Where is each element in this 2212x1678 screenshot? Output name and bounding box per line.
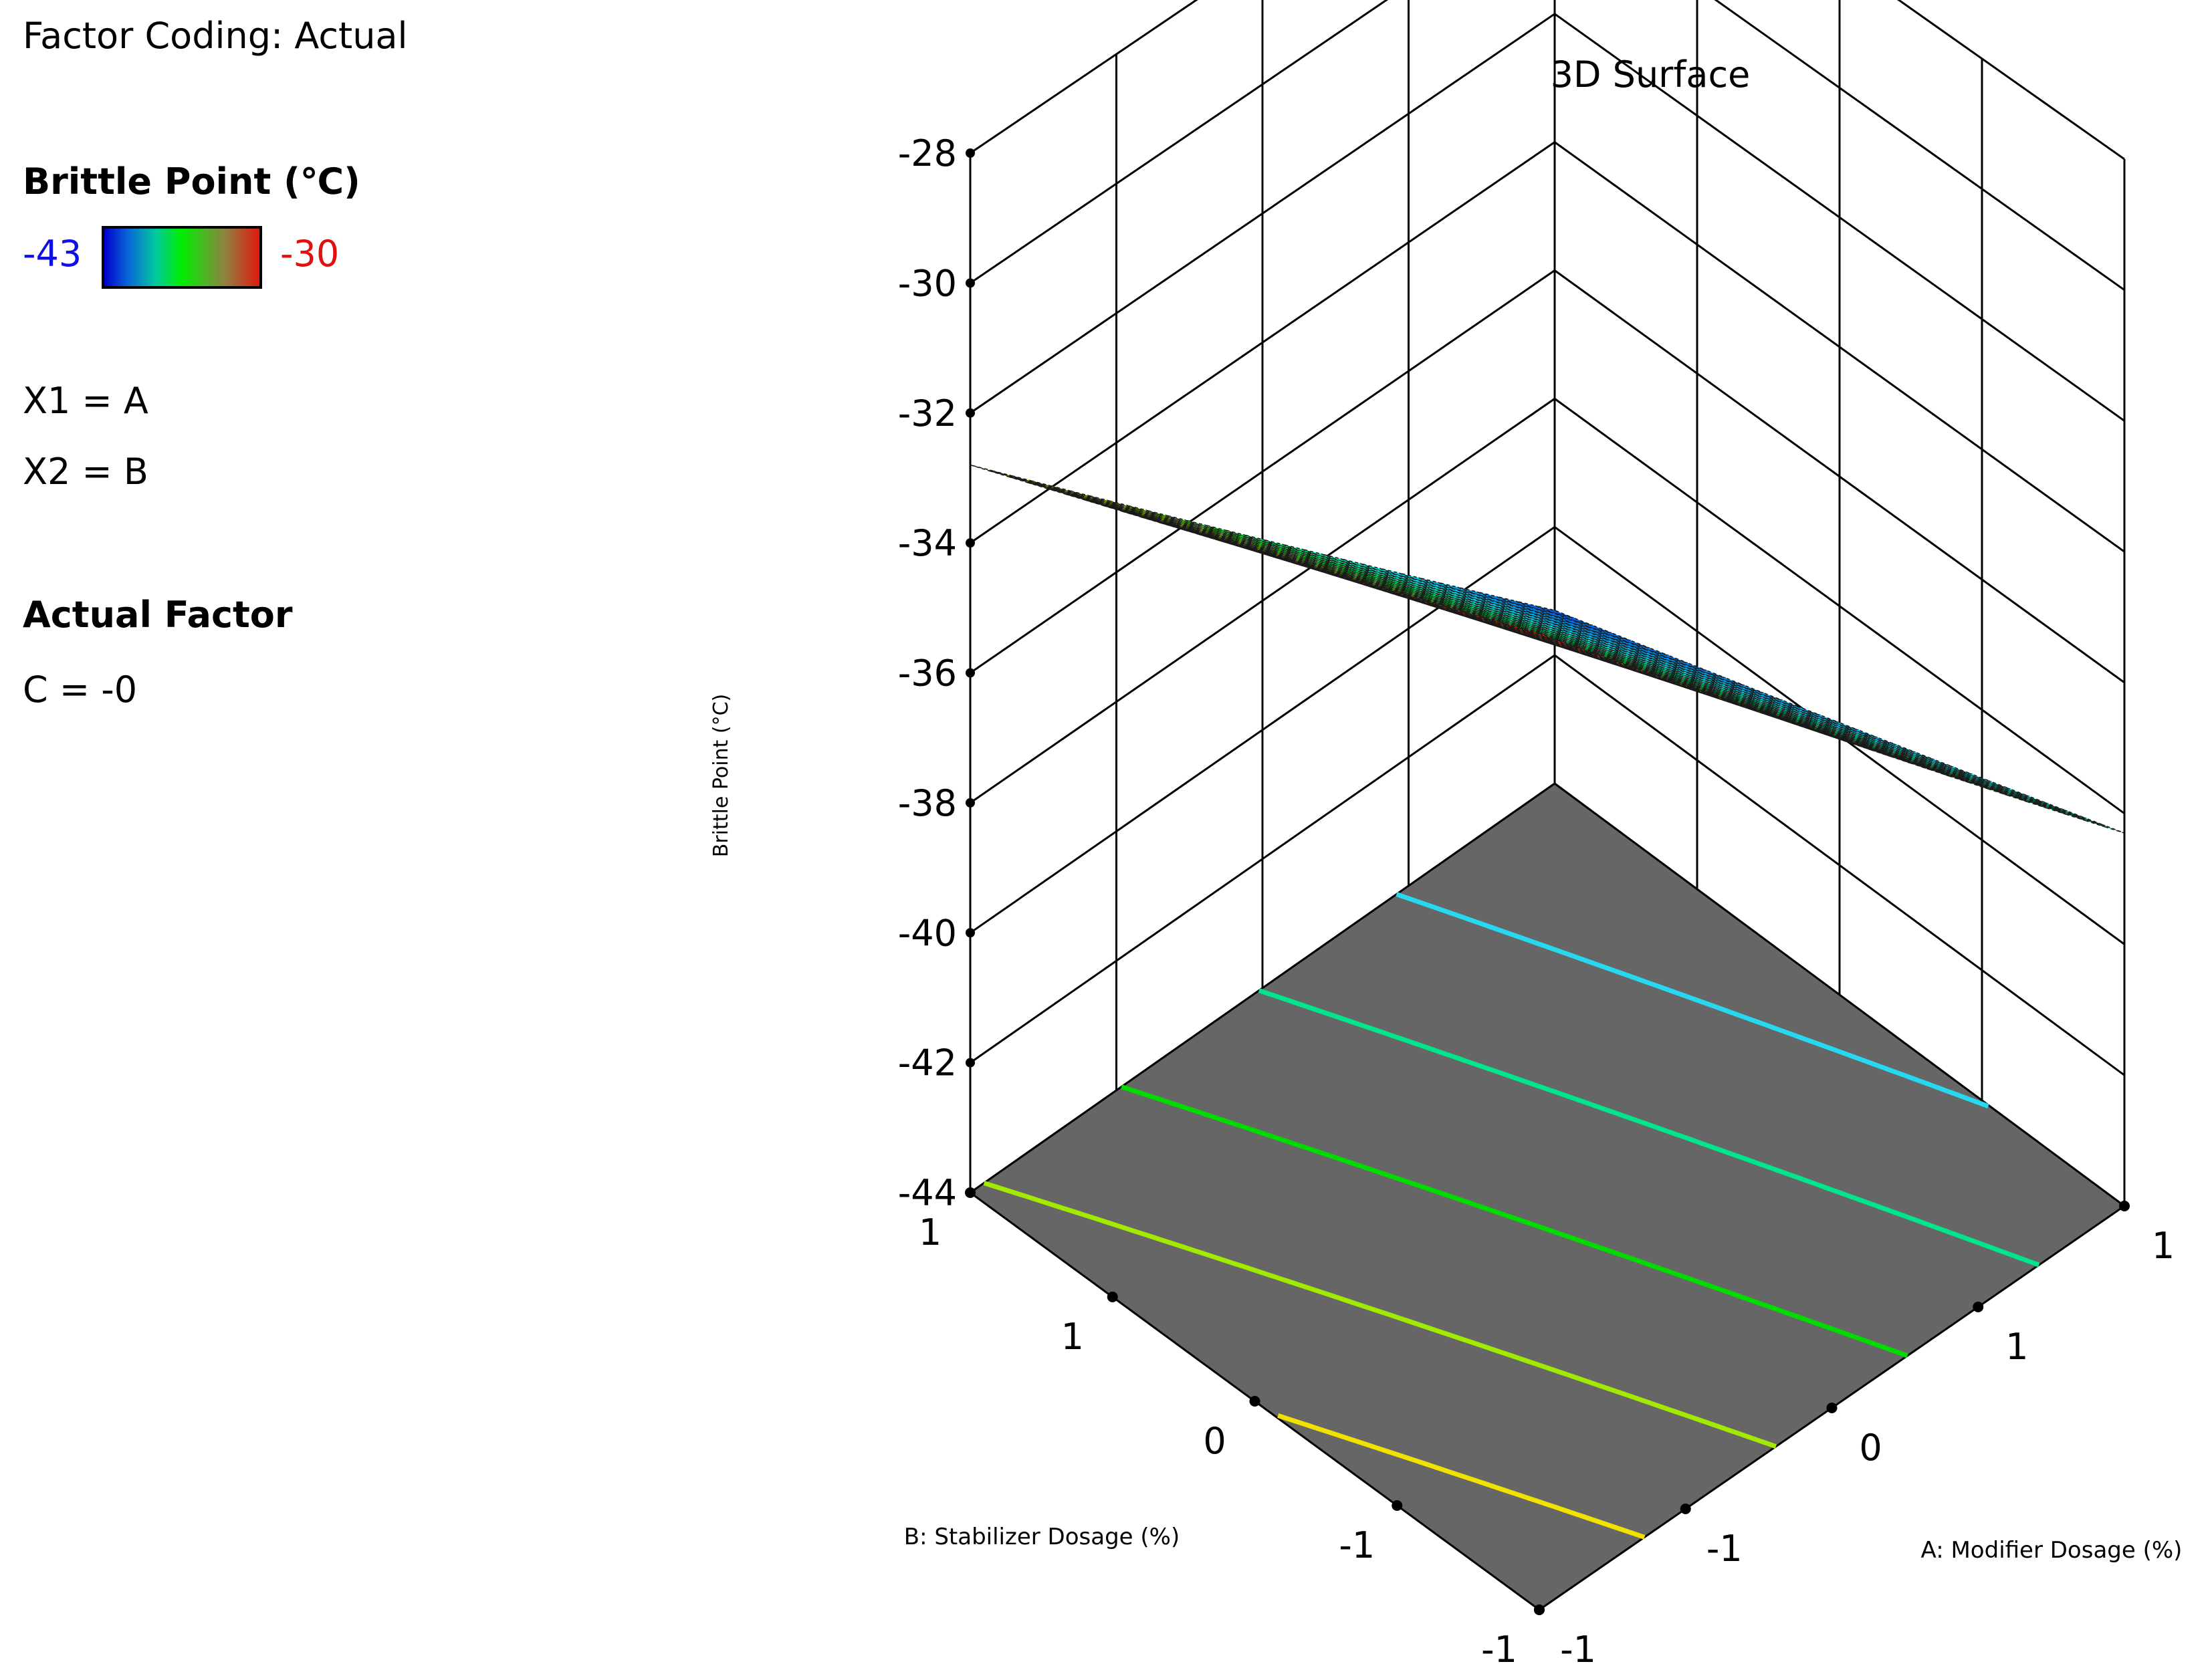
x2-mapping: X2 = B: [23, 451, 148, 493]
floor-contours: [983, 892, 2040, 1540]
contour-line: [1258, 988, 2040, 1268]
z-tick-label: -36: [898, 652, 957, 695]
surface-cell: [1378, 570, 1418, 583]
a-tick-mark: [1973, 1302, 1984, 1312]
contour-line: [983, 1181, 1777, 1449]
axis-labels: -28 -30 -32 -34 -36 -38 -40 -42 -44 -1 -1 0 1 1 -1 -1 0 1…: [709, 53, 2182, 1671]
z-tick-label: -30: [898, 262, 957, 304]
z-tick-mark: [966, 1058, 975, 1068]
b-tick-label: 0: [1203, 1420, 1226, 1462]
wall-gridline-horizontal: [970, 140, 2125, 553]
a-axis-title: A: Modifier Dosage (%): [1921, 1537, 2183, 1564]
z-tick-label: -34: [898, 522, 957, 564]
z-axis-title: Brittle Point (°C): [709, 694, 733, 857]
surface-cell: [1630, 642, 1669, 656]
axis-frame: [965, 148, 2130, 1615]
chart-title: 3D Surface: [1551, 53, 1751, 96]
surface-cell: [1520, 628, 1559, 642]
actual-factor-heading: Actual Factor: [23, 594, 293, 636]
surface-cell: [2048, 804, 2087, 820]
surface-cell: [2009, 791, 2048, 806]
a-tick-label: -1: [1560, 1629, 1596, 1671]
a-tick-label: 0: [1859, 1427, 1882, 1469]
surface-cell: [2066, 812, 2106, 826]
z-tick-label: -32: [898, 392, 957, 435]
surface-cell: [2046, 806, 2086, 822]
z-tick-label: -38: [898, 782, 957, 824]
surface-cell: [1436, 586, 1476, 600]
surface-cell: [1989, 785, 2029, 800]
surface-cell: [1534, 610, 1573, 624]
b-tick-label: -1: [1339, 1524, 1375, 1566]
surface-cell: [1495, 598, 1535, 612]
b-tick-mark: [1534, 1604, 1545, 1615]
a-tick-label: -1: [1706, 1528, 1743, 1570]
x1-mapping: X1 = A: [23, 380, 148, 422]
z-tick-label: -42: [898, 1042, 957, 1084]
wall-gridline-horizontal: [970, 12, 2125, 422]
response-title: Brittle Point (℃): [23, 160, 360, 203]
z-tick-mark: [966, 928, 975, 938]
b-tick-mark: [965, 1187, 976, 1198]
surface-cell: [1495, 603, 1534, 617]
surface-cell: [2086, 819, 2125, 834]
b-axis-title: B: Stabilizer Dosage (%): [904, 1524, 1180, 1550]
z-tick-mark: [966, 278, 975, 288]
surface-cell: [2066, 812, 2106, 828]
wall-gridline-horizontal: [970, 0, 2125, 291]
contour-line: [1121, 1084, 1908, 1358]
z-tick-label: -40: [898, 912, 957, 954]
a-tick-mark: [1680, 1504, 1691, 1514]
a-tick-label: 1: [2005, 1326, 2028, 1368]
legend-max-value: -30: [280, 233, 340, 275]
z-tick-mark: [966, 408, 975, 418]
surface-cell: [2009, 792, 2048, 807]
z-tick-mark: [966, 668, 975, 678]
z-tick-label: -44: [898, 1172, 957, 1214]
b-tick-label: -1: [1481, 1629, 1517, 1671]
b-tick-mark: [1249, 1396, 1260, 1407]
color-legend: -43 -30: [23, 226, 370, 293]
b-tick-label: 1: [919, 1211, 942, 1253]
b-tick-mark: [1107, 1292, 1118, 1302]
actual-factor-value: C = -0: [23, 669, 138, 711]
z-tick-label: -28: [898, 132, 957, 174]
surface-cell: [2047, 806, 2086, 820]
a-tick-mark: [1826, 1403, 1838, 1413]
z-tick-mark: [966, 148, 975, 158]
floor-plane: [968, 782, 2126, 1611]
surface-cell: [1572, 622, 1612, 636]
surface-cell: [1398, 572, 1438, 586]
color-scale-bar: [102, 226, 262, 289]
legend-min-value: -43: [23, 233, 82, 275]
wall-gridline-horizontal: [970, 397, 2125, 815]
z-tick-mark: [966, 798, 975, 808]
z-tick-mark: [966, 538, 975, 548]
wall-gridline-horizontal: [970, 0, 2125, 160]
contour-line: [1396, 892, 1989, 1109]
a-tick-mark: [2119, 1201, 2130, 1211]
contour-line: [1277, 1413, 1646, 1540]
a-tick-label: 1: [2152, 1225, 2175, 1267]
b-tick-label: 1: [1061, 1316, 1084, 1358]
floor-face: [968, 782, 2126, 1611]
surface-cell: [2028, 798, 2068, 813]
b-tick-mark: [1392, 1500, 1403, 1511]
factor-coding-label: Factor Coding: Actual: [23, 15, 408, 57]
response-surface: [970, 464, 2125, 834]
